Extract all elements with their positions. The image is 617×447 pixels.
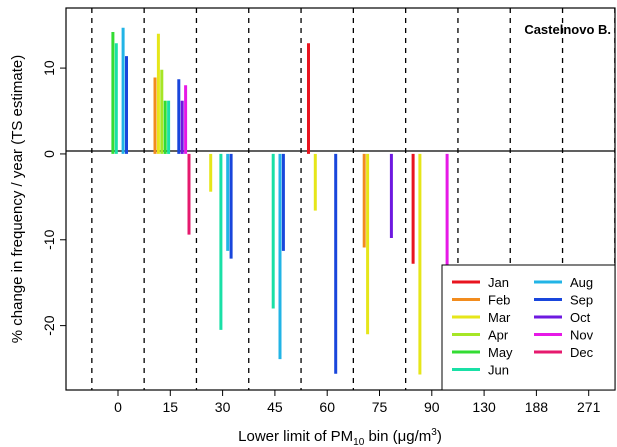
y-tick-label: 0 <box>41 150 57 158</box>
bars <box>111 27 449 375</box>
x-tick-label: 90 <box>424 399 440 415</box>
x-axis: 0 15 30 45 60 75 90 130 188 271 <box>114 390 601 415</box>
legend-label-jan: Jan <box>488 275 509 290</box>
x-axis-title-prefix: Lower limit of PM <box>238 428 353 445</box>
x-axis-title-end: ) <box>437 428 442 445</box>
x-axis-title-suffix: bin (μg/m <box>364 428 431 445</box>
x-tick-label: 271 <box>577 399 601 415</box>
y-axis-title: % change in frequency / year (TS estimat… <box>9 55 26 343</box>
legend-label-nov: Nov <box>570 328 594 343</box>
legend-label-sep: Sep <box>570 293 593 308</box>
x-axis-title-superscript: 3 <box>431 427 437 438</box>
x-tick-label: 188 <box>525 399 549 415</box>
legend: Jan Aug Feb Sep Mar Oct Apr Nov May Dec Jun <box>441 264 616 391</box>
y-tick-label: -20 <box>41 315 57 335</box>
y-axis: -20 -10 0 10 <box>41 60 66 336</box>
x-tick-label: 130 <box>472 399 496 415</box>
legend-label-may: May <box>488 345 513 360</box>
legend-label-feb: Feb <box>488 293 510 308</box>
legend-label-oct: Oct <box>570 310 591 325</box>
x-tick-label: 0 <box>114 399 122 415</box>
legend-label-aug: Aug <box>570 275 593 290</box>
legend-label-apr: Apr <box>488 328 509 343</box>
legend-label-dec: Dec <box>570 345 594 360</box>
bin-separators <box>91 8 616 390</box>
x-tick-label: 30 <box>215 399 231 415</box>
y-tick-label: 10 <box>41 60 57 76</box>
x-tick-label: 75 <box>372 399 388 415</box>
station-annotation: Castelnovo B. <box>524 22 611 37</box>
x-tick-label: 15 <box>163 399 179 415</box>
x-tick-label: 60 <box>319 399 335 415</box>
legend-label-jun: Jun <box>488 363 509 378</box>
legend-label-mar: Mar <box>488 310 511 325</box>
x-axis-title: Lower limit of PM10 bin (μg/m3) <box>238 427 442 447</box>
x-axis-title-subscript: 10 <box>353 437 365 447</box>
x-tick-label: 45 <box>267 399 283 415</box>
y-tick-label: -10 <box>41 229 57 249</box>
